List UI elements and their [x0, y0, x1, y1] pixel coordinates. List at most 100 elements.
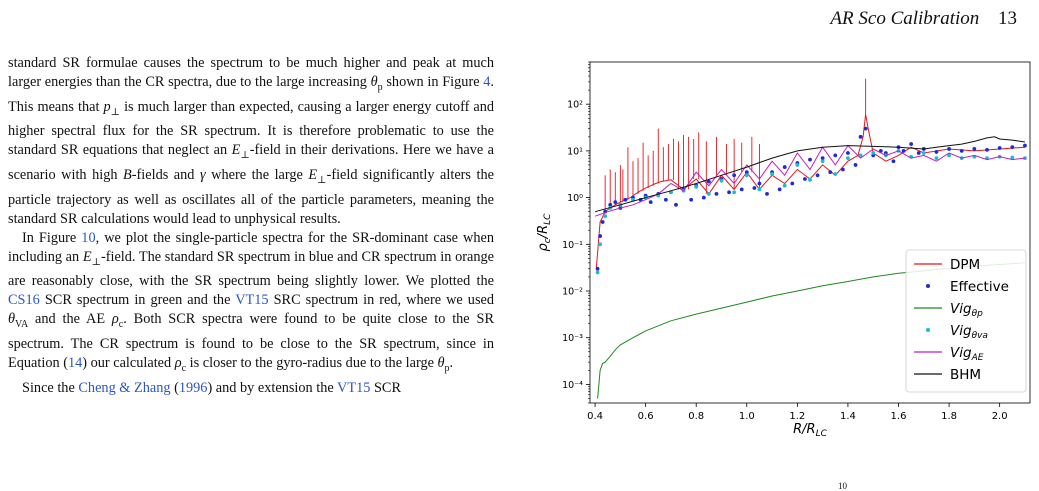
- math-symbol: θ: [8, 311, 16, 328]
- series-vig-theta-va-point: [757, 187, 762, 192]
- series-vig-theta-va-point: [719, 178, 724, 183]
- series-effective-point: [765, 191, 769, 196]
- series-effective-point: [916, 151, 921, 155]
- series-effective-point: [598, 234, 603, 238]
- series-effective-point: [623, 197, 628, 202]
- series-effective-point: [997, 146, 1002, 150]
- legend-vig-theta-va-swatch: [926, 328, 930, 332]
- series-effective-point: [613, 200, 618, 205]
- running-head: AR Sco Calibration 13: [830, 8, 1017, 30]
- subscript: ⊥: [91, 256, 101, 268]
- y-axis-label-part: ρ: [536, 242, 551, 251]
- running-head-title: AR Sco Calibration: [830, 8, 980, 29]
- series-effective-point: [782, 165, 787, 169]
- series-effective-point: [863, 126, 868, 131]
- series-effective-point: [732, 173, 737, 178]
- series-effective-point: [701, 195, 706, 200]
- legend-vig-theta-va-sub: θva: [972, 331, 988, 341]
- y-axis-label-part: c: [543, 238, 553, 243]
- series-effective-point: [674, 202, 678, 207]
- series-vig-theta-va-point: [706, 191, 711, 196]
- series-effective-point: [853, 163, 858, 167]
- series-effective-point: [985, 147, 989, 152]
- y-axis-label: ρc/RLC: [536, 213, 553, 252]
- series-vig-theta-va-point: [1023, 156, 1027, 161]
- series-effective-point: [600, 220, 605, 224]
- y-tick-label: 10²: [567, 100, 583, 111]
- subscript: c: [118, 319, 124, 331]
- paragraph-2: In Figure 10, we plot the single-particl…: [8, 229, 494, 374]
- series-vig-theta-va-point: [858, 153, 863, 158]
- subscript: p: [444, 362, 450, 374]
- series-vig-theta-va-point: [603, 214, 608, 219]
- series-effective-point: [663, 197, 668, 202]
- paragraph-1: standard SR formulae causes the spectrum…: [8, 55, 495, 227]
- x-tick-label: 0.6: [638, 411, 654, 422]
- citation-link[interactable]: Cheng & Zhang: [78, 379, 171, 396]
- y-tick-label: 10⁻²: [562, 287, 583, 298]
- x-tick-label: 1.8: [941, 411, 957, 422]
- citation-link[interactable]: 10: [81, 229, 96, 246]
- figure-chart: 0.4 0.6 0.8 1.0 1.2 1.4 1.6 1.8 2.0 10⁻⁴ 10⁻³ 10⁻² 1…: [536, 61, 1031, 439]
- legend-bhm-label: BHM: [950, 367, 981, 383]
- citation-link[interactable]: VT15: [235, 292, 269, 309]
- math-symbol: θ: [437, 354, 445, 371]
- series-effective-point: [727, 190, 731, 195]
- legend-vig-theta-p-sub: θp: [972, 309, 984, 319]
- series-effective-point: [901, 148, 906, 153]
- math-symbol: θ: [370, 73, 378, 90]
- series-vig-ae-line: [594, 144, 1025, 217]
- series-vig-theta-va-point: [595, 270, 600, 275]
- y-axis-label-part: /R: [536, 225, 551, 239]
- series-effective-point: [828, 170, 833, 175]
- x-tick-label: 1.0: [739, 411, 755, 422]
- series-vig-theta-va-point: [808, 177, 812, 182]
- series-effective-point: [714, 191, 719, 196]
- series-vig-theta-va-point: [732, 190, 737, 195]
- series-vig-theta-va-point: [782, 183, 787, 188]
- paragraph-3: Since the Cheng & Zhang (1996) and by ex…: [22, 379, 401, 396]
- series-effective-point: [739, 187, 744, 192]
- legend-dpm-label: DPM: [950, 257, 980, 273]
- figure-number-stub: 10: [838, 481, 847, 491]
- body-text: standard SR formulae causes the spectrum…: [8, 54, 494, 398]
- series-effective-point: [909, 142, 914, 146]
- series-effective-point: [757, 181, 762, 186]
- subscript: ⊥: [240, 150, 250, 162]
- series-vig-theta-va-point: [1010, 155, 1015, 160]
- series-effective-point: [1023, 143, 1027, 148]
- series-vig-theta-va-point: [694, 184, 699, 189]
- series-effective-point: [706, 179, 711, 184]
- series-vig-theta-va-point: [833, 172, 838, 176]
- series-vig-theta-va-point: [871, 151, 876, 155]
- subscript: ⊥: [317, 174, 327, 186]
- series-vig-theta-va-point: [744, 173, 749, 178]
- citation-link[interactable]: CS16: [8, 292, 40, 309]
- series-effective-point: [891, 159, 896, 164]
- series-effective-point: [1010, 145, 1015, 150]
- y-tick-label: 10⁰: [567, 193, 583, 204]
- x-tick-label: 2.0: [992, 411, 1008, 422]
- series-bhm-line: [594, 136, 1025, 213]
- legend-box: [905, 249, 1027, 393]
- series-dpm-line: [595, 114, 1025, 269]
- series-effective-point: [790, 181, 795, 186]
- math-symbol: p: [103, 98, 111, 115]
- citation-link[interactable]: 14: [67, 354, 83, 371]
- series-effective-point: [959, 148, 964, 153]
- x-tick-label: 1.2: [789, 411, 805, 422]
- series-effective-point: [840, 167, 845, 172]
- series-effective-point: [803, 177, 807, 181]
- legend-effective-swatch: [926, 284, 930, 288]
- series-vig-theta-va-point: [795, 163, 800, 167]
- series-effective-point: [608, 202, 613, 207]
- citation-link[interactable]: 1996: [178, 379, 208, 396]
- math-symbol: E: [82, 248, 92, 265]
- subscript: p: [377, 81, 383, 93]
- y-tick-label: 10⁻⁴: [562, 380, 583, 391]
- x-tick-label: 0.8: [688, 411, 704, 422]
- citation-link[interactable]: VT15: [337, 379, 371, 396]
- legend-vig-ae-sub: AE: [971, 353, 984, 363]
- subscript: ⊥: [110, 106, 121, 118]
- citation-link[interactable]: 4: [483, 73, 491, 90]
